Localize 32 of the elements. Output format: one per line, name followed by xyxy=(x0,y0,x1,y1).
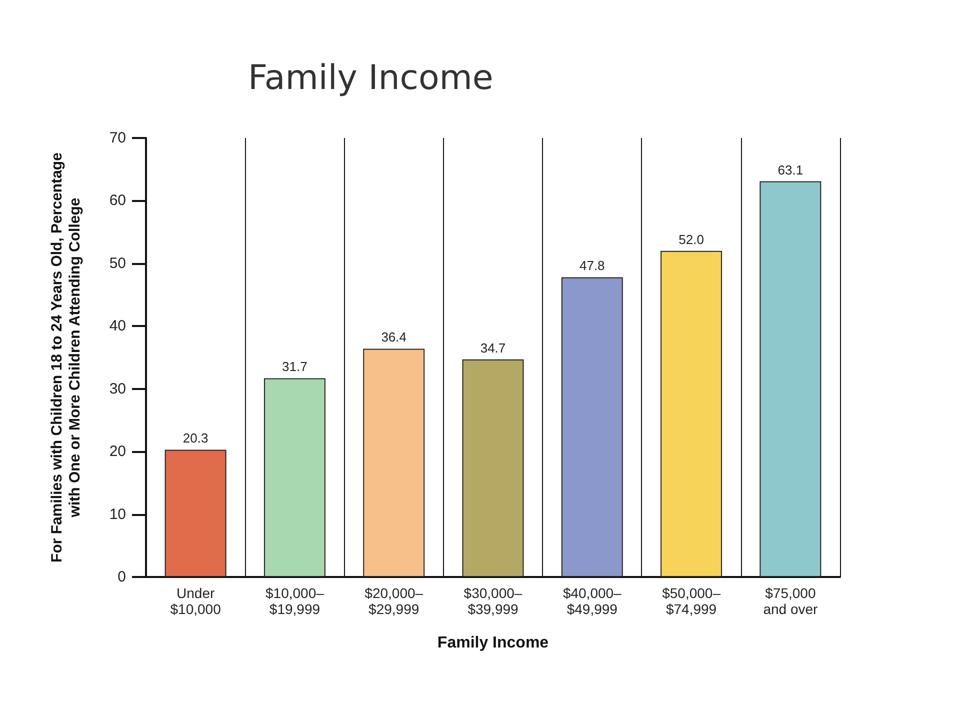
y-tick-label: 60 xyxy=(109,192,126,210)
bar xyxy=(561,277,623,577)
x-tick-label: Under $10,000 xyxy=(170,585,222,617)
y-tick-label: 70 xyxy=(109,130,126,146)
x-tick-label: $20,000– $29,999 xyxy=(364,585,424,617)
data-label: 36.4 xyxy=(381,330,407,345)
bar xyxy=(760,181,822,577)
data-label: 47.8 xyxy=(579,258,605,274)
bar xyxy=(164,450,226,577)
x-tick-label: $30,000– $39,999 xyxy=(464,585,522,617)
data-label: 52.0 xyxy=(678,232,704,247)
bar xyxy=(462,359,524,577)
x-tick-label: $40,000– $49,999 xyxy=(562,585,622,617)
bar xyxy=(264,378,326,577)
y-tick-label: 10 xyxy=(109,506,126,523)
x-tick-label: $75,000 and over xyxy=(763,585,818,617)
data-label: 20.3 xyxy=(182,430,208,446)
bar xyxy=(660,250,722,577)
data-label: 31.7 xyxy=(282,359,308,374)
x-axis-title: Family Income xyxy=(437,634,549,652)
x-tick-label: $50,000– $74,999 xyxy=(662,585,721,617)
y-tick-label: 30 xyxy=(109,380,126,398)
y-tick-label: 50 xyxy=(109,254,126,272)
y-tick-label: 20 xyxy=(109,443,126,460)
chart-title: Family Income xyxy=(248,58,494,98)
bar xyxy=(363,348,425,577)
y-axis-title: For Families with Children 18 to 24 Years Old, Percentage with One or More Children Attending College xyxy=(48,152,84,562)
x-tick-label: $10,000– $19,999 xyxy=(266,585,324,617)
y-tick-label: 40 xyxy=(109,318,126,335)
y-tick-label: 0 xyxy=(118,568,126,586)
data-label: 34.7 xyxy=(480,340,506,356)
data-label: 63.1 xyxy=(778,162,804,178)
